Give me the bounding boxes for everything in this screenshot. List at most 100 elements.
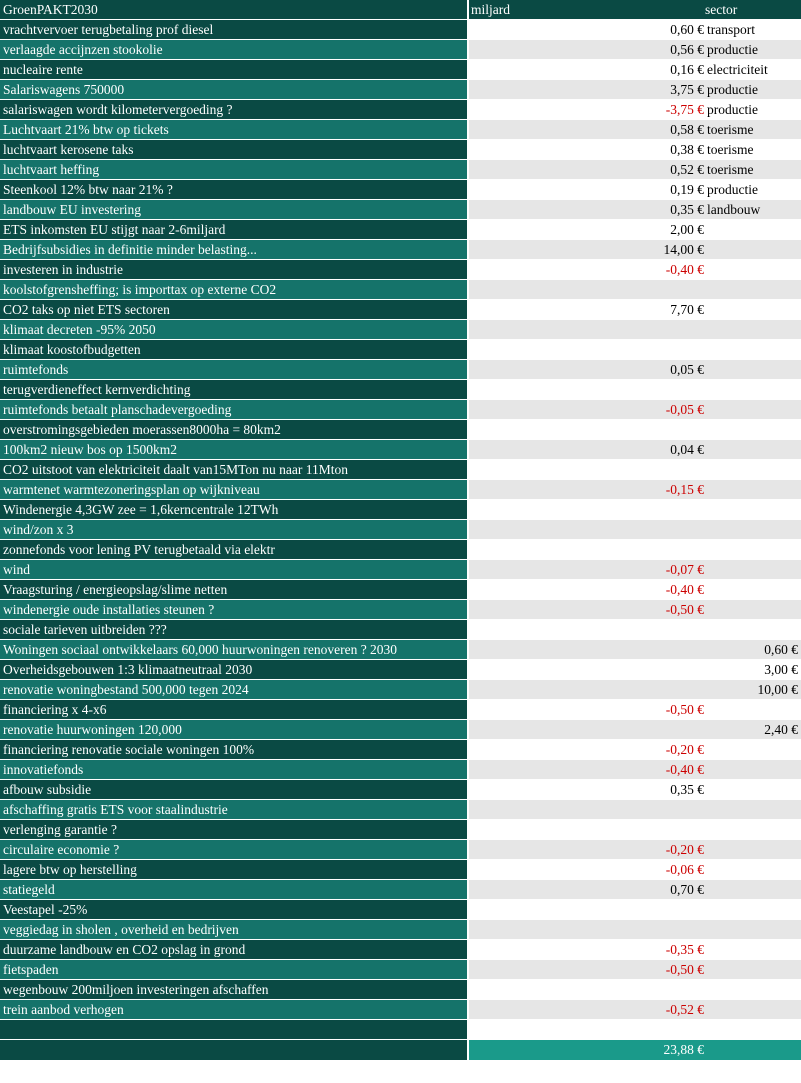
row-label[interactable]: afschaffing gratis ETS voor staalindustr… [0, 800, 469, 819]
row-value[interactable]: 0,35 € [469, 200, 705, 219]
row-label[interactable]: statiegeld [0, 880, 469, 899]
row-value[interactable]: -0,40 € [469, 760, 705, 779]
row-value[interactable]: -0,40 € [469, 580, 705, 599]
row-value[interactable]: -0,50 € [469, 960, 705, 979]
row-label[interactable]: wind [0, 560, 469, 579]
row-sector[interactable]: toerisme [705, 140, 801, 159]
row-sector[interactable]: 0,60 € [705, 640, 801, 659]
row-label[interactable]: Salariswagens 750000 [0, 80, 469, 99]
row-sector[interactable] [705, 840, 801, 859]
row-sector[interactable] [705, 620, 801, 639]
sheet-title[interactable]: GroenPAKT2030 [0, 0, 469, 19]
row-value[interactable]: 7,70 € [469, 300, 705, 319]
row-sector[interactable] [705, 400, 801, 419]
row-sector[interactable]: toerisme [705, 120, 801, 139]
column-header-sector[interactable]: sector [705, 0, 801, 19]
row-value[interactable]: 0,35 € [469, 780, 705, 799]
row-value[interactable]: -0,50 € [469, 600, 705, 619]
row-value[interactable]: -3,75 € [469, 100, 705, 119]
total-value[interactable]: 23,88 € [469, 1040, 705, 1060]
row-value[interactable] [469, 380, 705, 399]
row-sector[interactable] [705, 420, 801, 439]
row-value[interactable]: 0,70 € [469, 880, 705, 899]
row-sector[interactable] [705, 580, 801, 599]
row-value[interactable]: 0,52 € [469, 160, 705, 179]
row-sector[interactable]: electriciteit [705, 60, 801, 79]
row-label[interactable]: wegenbouw 200miljoen investeringen afsch… [0, 980, 469, 999]
row-label[interactable]: overstromingsgebieden moerassen8000ha = … [0, 420, 469, 439]
row-label[interactable]: lagere btw op herstelling [0, 860, 469, 879]
row-label[interactable]: fietspaden [0, 960, 469, 979]
row-sector[interactable] [705, 460, 801, 479]
row-label[interactable]: investeren in industrie [0, 260, 469, 279]
row-sector[interactable] [705, 860, 801, 879]
row-label[interactable]: duurzame landbouw en CO2 opslag in grond [0, 940, 469, 959]
row-sector[interactable] [705, 480, 801, 499]
row-label[interactable]: wind/zon x 3 [0, 520, 469, 539]
row-sector[interactable] [705, 440, 801, 459]
row-value[interactable] [469, 680, 705, 699]
row-sector[interactable]: 3,00 € [705, 660, 801, 679]
row-value[interactable] [469, 980, 705, 999]
row-value[interactable]: 0,16 € [469, 60, 705, 79]
row-value[interactable]: -0,50 € [469, 700, 705, 719]
row-sector[interactable] [705, 280, 801, 299]
row-value[interactable]: 0,56 € [469, 40, 705, 59]
row-sector[interactable] [705, 320, 801, 339]
row-label[interactable]: nucleaire rente [0, 60, 469, 79]
row-sector[interactable] [705, 820, 801, 839]
row-label[interactable]: ruimtefonds [0, 360, 469, 379]
column-header-value[interactable]: miljard [469, 0, 705, 19]
row-label[interactable]: windenergie oude installaties steunen ? [0, 600, 469, 619]
row-sector[interactable]: productie [705, 100, 801, 119]
row-sector[interactable] [705, 800, 801, 819]
row-label[interactable]: ruimtefonds betaalt planschadevergoeding [0, 400, 469, 419]
row-value[interactable] [469, 620, 705, 639]
row-label[interactable]: klimaat decreten -95% 2050 [0, 320, 469, 339]
row-sector[interactable] [705, 240, 801, 259]
row-label[interactable]: 100km2 nieuw bos op 1500km2 [0, 440, 469, 459]
row-value[interactable] [469, 520, 705, 539]
row-sector[interactable] [705, 940, 801, 959]
row-sector[interactable] [705, 900, 801, 919]
row-label[interactable]: Vraagsturing / energieopslag/slime nette… [0, 580, 469, 599]
row-label[interactable]: financiering x 4-x6 [0, 700, 469, 719]
row-label[interactable]: veggiedag in sholen , overheid en bedrij… [0, 920, 469, 939]
row-value[interactable]: -0,35 € [469, 940, 705, 959]
row-label[interactable]: verlenging garantie ? [0, 820, 469, 839]
row-label[interactable]: luchtvaart kerosene taks [0, 140, 469, 159]
row-label[interactable]: warmtenet warmtezoneringsplan op wijkniv… [0, 480, 469, 499]
row-value[interactable]: 0,58 € [469, 120, 705, 139]
row-value[interactable] [469, 820, 705, 839]
row-value[interactable]: -0,05 € [469, 400, 705, 419]
row-sector[interactable] [705, 340, 801, 359]
row-label[interactable]: CO2 taks op niet ETS sectoren [0, 300, 469, 319]
row-value[interactable] [469, 500, 705, 519]
row-value[interactable]: 0,60 € [469, 20, 705, 39]
row-label[interactable]: verlaagde accijnzen stookolie [0, 40, 469, 59]
row-value[interactable]: 0,38 € [469, 140, 705, 159]
row-label[interactable]: Luchtvaart 21% btw op tickets [0, 120, 469, 139]
row-sector[interactable]: productie [705, 80, 801, 99]
row-label[interactable]: trein aanbod verhogen [0, 1000, 469, 1019]
row-value[interactable] [469, 640, 705, 659]
row-value[interactable] [469, 660, 705, 679]
row-sector[interactable] [705, 880, 801, 899]
row-label[interactable]: Veestapel -25% [0, 900, 469, 919]
row-value[interactable] [469, 720, 705, 739]
row-value[interactable] [469, 1020, 705, 1039]
row-value[interactable] [469, 920, 705, 939]
row-sector[interactable] [705, 520, 801, 539]
row-sector[interactable] [705, 700, 801, 719]
row-sector[interactable] [705, 980, 801, 999]
row-value[interactable]: -0,52 € [469, 1000, 705, 1019]
row-label[interactable]: zonnefonds voor lening PV terugbetaald v… [0, 540, 469, 559]
row-label[interactable] [0, 1020, 469, 1039]
row-value[interactable] [469, 800, 705, 819]
row-label[interactable]: Woningen sociaal ontwikkelaars 60,000 hu… [0, 640, 469, 659]
row-sector[interactable] [705, 780, 801, 799]
row-label[interactable]: klimaat koostofbudgetten [0, 340, 469, 359]
row-label[interactable]: innovatiefonds [0, 760, 469, 779]
row-sector[interactable] [705, 380, 801, 399]
row-label[interactable]: afbouw subsidie [0, 780, 469, 799]
